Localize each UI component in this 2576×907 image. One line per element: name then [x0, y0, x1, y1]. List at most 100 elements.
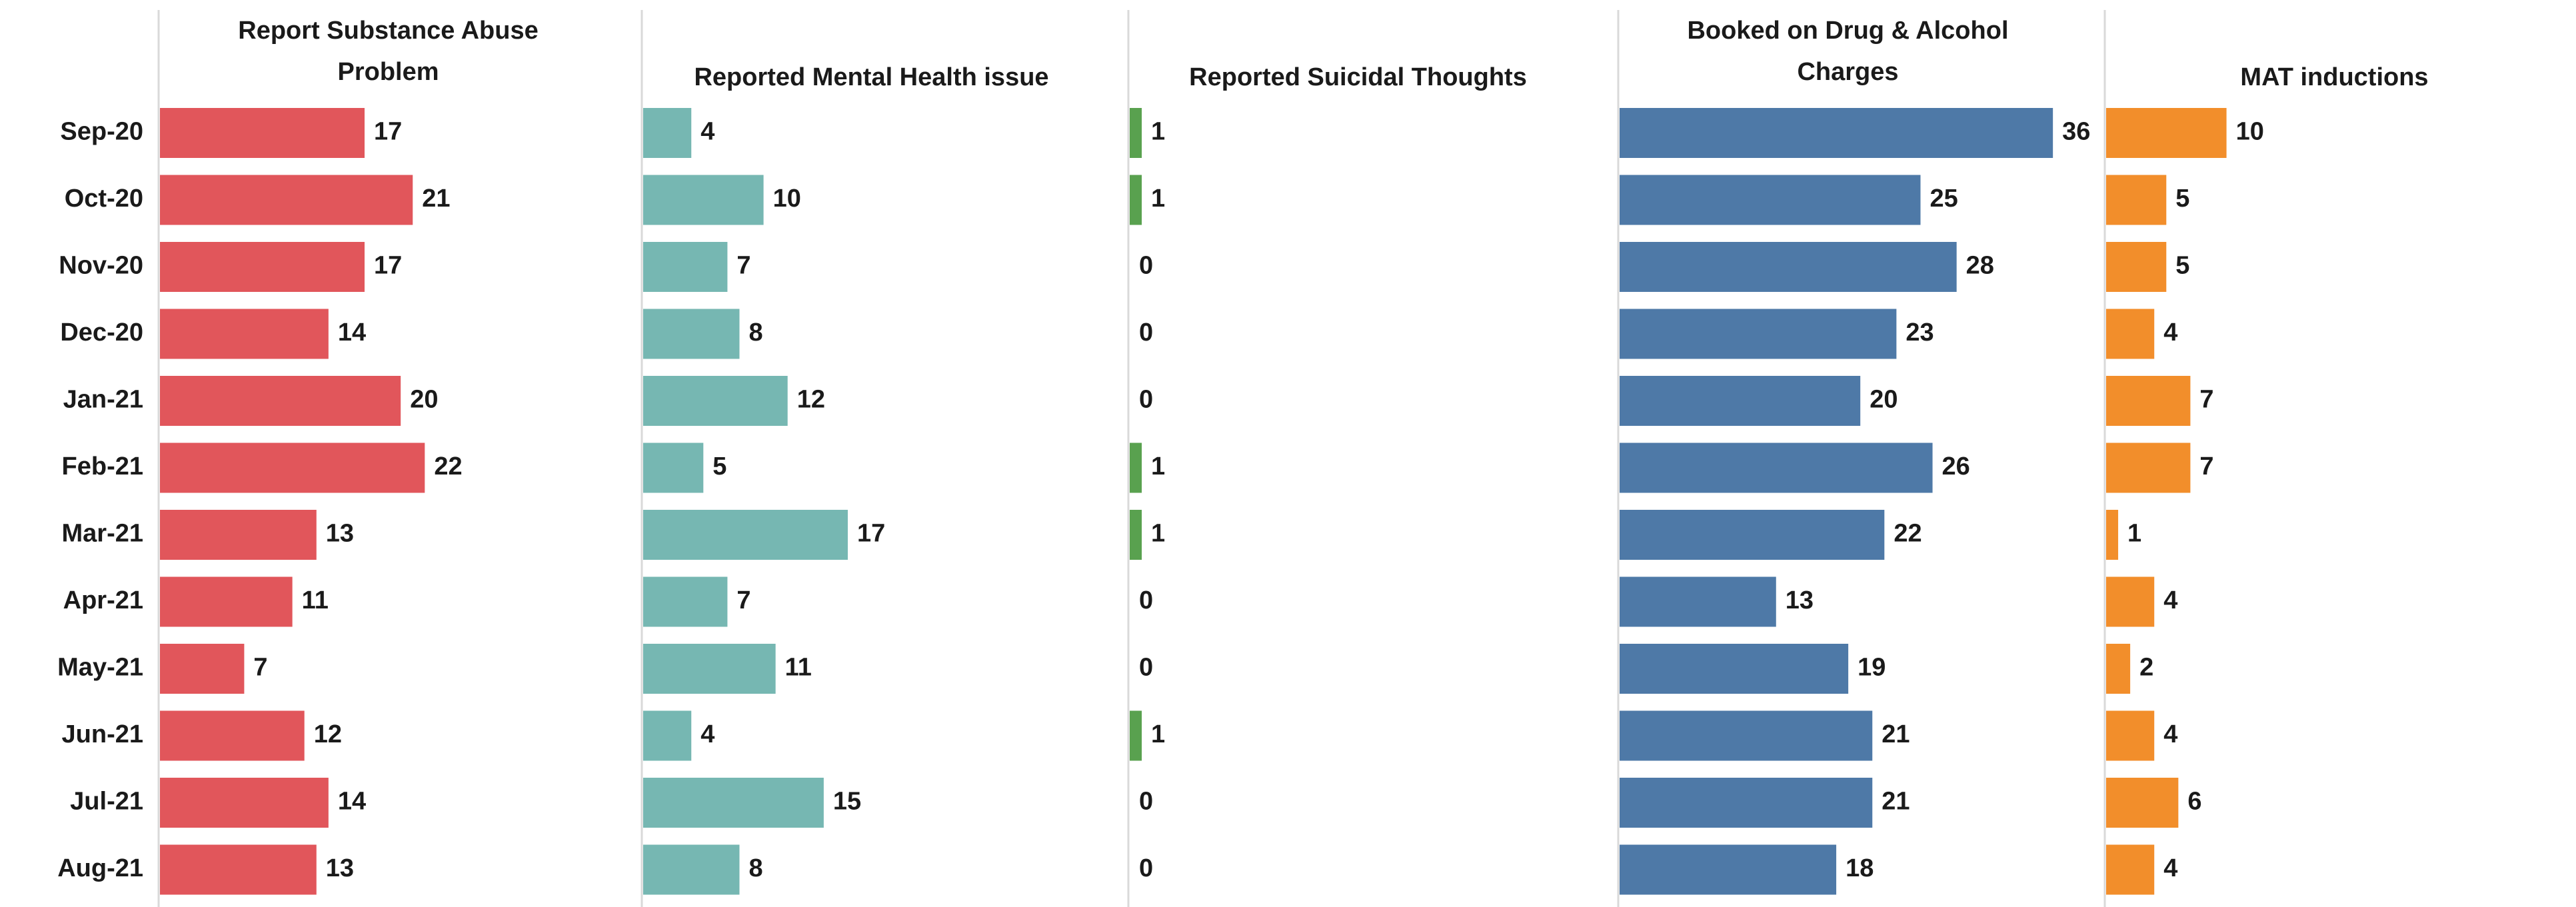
bar	[1620, 510, 1885, 560]
data-label: 22	[434, 453, 462, 480]
row-label: Oct-20	[65, 185, 143, 213]
panel-title: Booked on Drug & Alcohol	[1687, 17, 2008, 45]
bar	[1130, 510, 1142, 560]
bar	[1620, 242, 1957, 292]
data-label: 1	[2127, 520, 2141, 548]
data-label: 8	[748, 854, 762, 882]
data-label: 4	[2163, 720, 2177, 748]
data-label: 26	[1942, 453, 1970, 480]
bar	[160, 510, 317, 560]
data-label: 17	[374, 118, 402, 146]
bar	[1620, 309, 1897, 359]
bar	[2106, 175, 2167, 225]
data-label: 5	[2175, 252, 2189, 280]
bar	[643, 108, 692, 158]
bar	[2106, 242, 2167, 292]
data-label: 0	[1139, 252, 1153, 280]
data-label: 25	[1930, 185, 1958, 213]
data-label: 7	[2199, 453, 2213, 480]
data-label: 4	[2163, 319, 2177, 347]
data-label: 12	[314, 720, 342, 748]
panel-title: Problem	[337, 58, 439, 86]
bar	[643, 510, 848, 560]
row-label: Jun-21	[62, 720, 143, 748]
bar	[1620, 844, 1837, 895]
bar	[160, 576, 293, 627]
panel-title: MAT inductions	[2240, 63, 2428, 91]
bar	[643, 778, 824, 828]
row-label: Apr-21	[63, 586, 143, 614]
row-label: Aug-21	[57, 854, 143, 882]
data-label: 4	[700, 720, 714, 748]
data-label: 4	[2163, 586, 2177, 614]
row-label: Dec-20	[60, 319, 143, 347]
data-label: 1	[1151, 118, 1165, 146]
data-label: 2	[2139, 654, 2153, 682]
bar	[643, 376, 788, 426]
data-label: 4	[700, 118, 714, 146]
data-label: 14	[338, 319, 366, 347]
bar	[643, 242, 728, 292]
bar	[160, 108, 365, 158]
row-label: Feb-21	[62, 453, 143, 480]
bar	[2106, 710, 2155, 761]
row-label: Nov-20	[59, 252, 143, 280]
bar	[1620, 443, 1933, 493]
bar	[1620, 108, 2053, 158]
data-label: 22	[1894, 520, 1922, 548]
data-label: 28	[1966, 252, 1994, 280]
bar	[2106, 510, 2119, 560]
bar	[2106, 778, 2179, 828]
panel-title: Charges	[1797, 58, 1898, 86]
data-label: 20	[410, 386, 438, 414]
row-label: Jan-21	[63, 386, 143, 414]
data-label: 11	[302, 586, 329, 614]
data-label: 17	[857, 520, 885, 548]
data-label: 11	[785, 654, 812, 682]
data-label: 0	[1139, 854, 1153, 882]
data-label: 14	[338, 788, 366, 816]
data-label: 7	[253, 654, 267, 682]
bar	[1130, 443, 1142, 493]
data-label: 21	[1882, 788, 1910, 816]
bar	[160, 844, 317, 895]
data-label: 0	[1139, 319, 1153, 347]
panel-title: Report Substance Abuse	[238, 17, 538, 45]
bar	[643, 175, 764, 225]
bar	[2106, 576, 2155, 627]
data-label: 10	[773, 185, 801, 213]
data-label: 13	[326, 854, 354, 882]
data-label: 13	[326, 520, 354, 548]
bar	[2106, 443, 2191, 493]
data-label: 0	[1139, 654, 1153, 682]
bar	[1620, 778, 1873, 828]
bar	[2106, 376, 2191, 426]
bar	[643, 844, 740, 895]
data-label: 0	[1139, 586, 1153, 614]
bar	[1620, 175, 1921, 225]
data-label: 19	[1858, 654, 1886, 682]
bar	[2106, 309, 2155, 359]
row-label: Jul-21	[70, 788, 143, 816]
data-label: 5	[712, 453, 726, 480]
data-label: 12	[797, 386, 825, 414]
data-label: 8	[748, 319, 762, 347]
bar	[1620, 710, 1873, 761]
data-label: 23	[1906, 319, 1933, 347]
data-label: 7	[736, 586, 750, 614]
data-label: 7	[2199, 386, 2213, 414]
bar	[160, 644, 245, 694]
bar	[643, 644, 776, 694]
bar	[160, 175, 413, 225]
bar	[2106, 108, 2227, 158]
data-label: 10	[2236, 118, 2264, 146]
bar	[2106, 844, 2155, 895]
bar	[2106, 644, 2131, 694]
data-label: 6	[2187, 788, 2201, 816]
data-label: 1	[1151, 453, 1165, 480]
bar	[1130, 710, 1142, 761]
bar	[160, 710, 305, 761]
data-label: 4	[2163, 854, 2177, 882]
